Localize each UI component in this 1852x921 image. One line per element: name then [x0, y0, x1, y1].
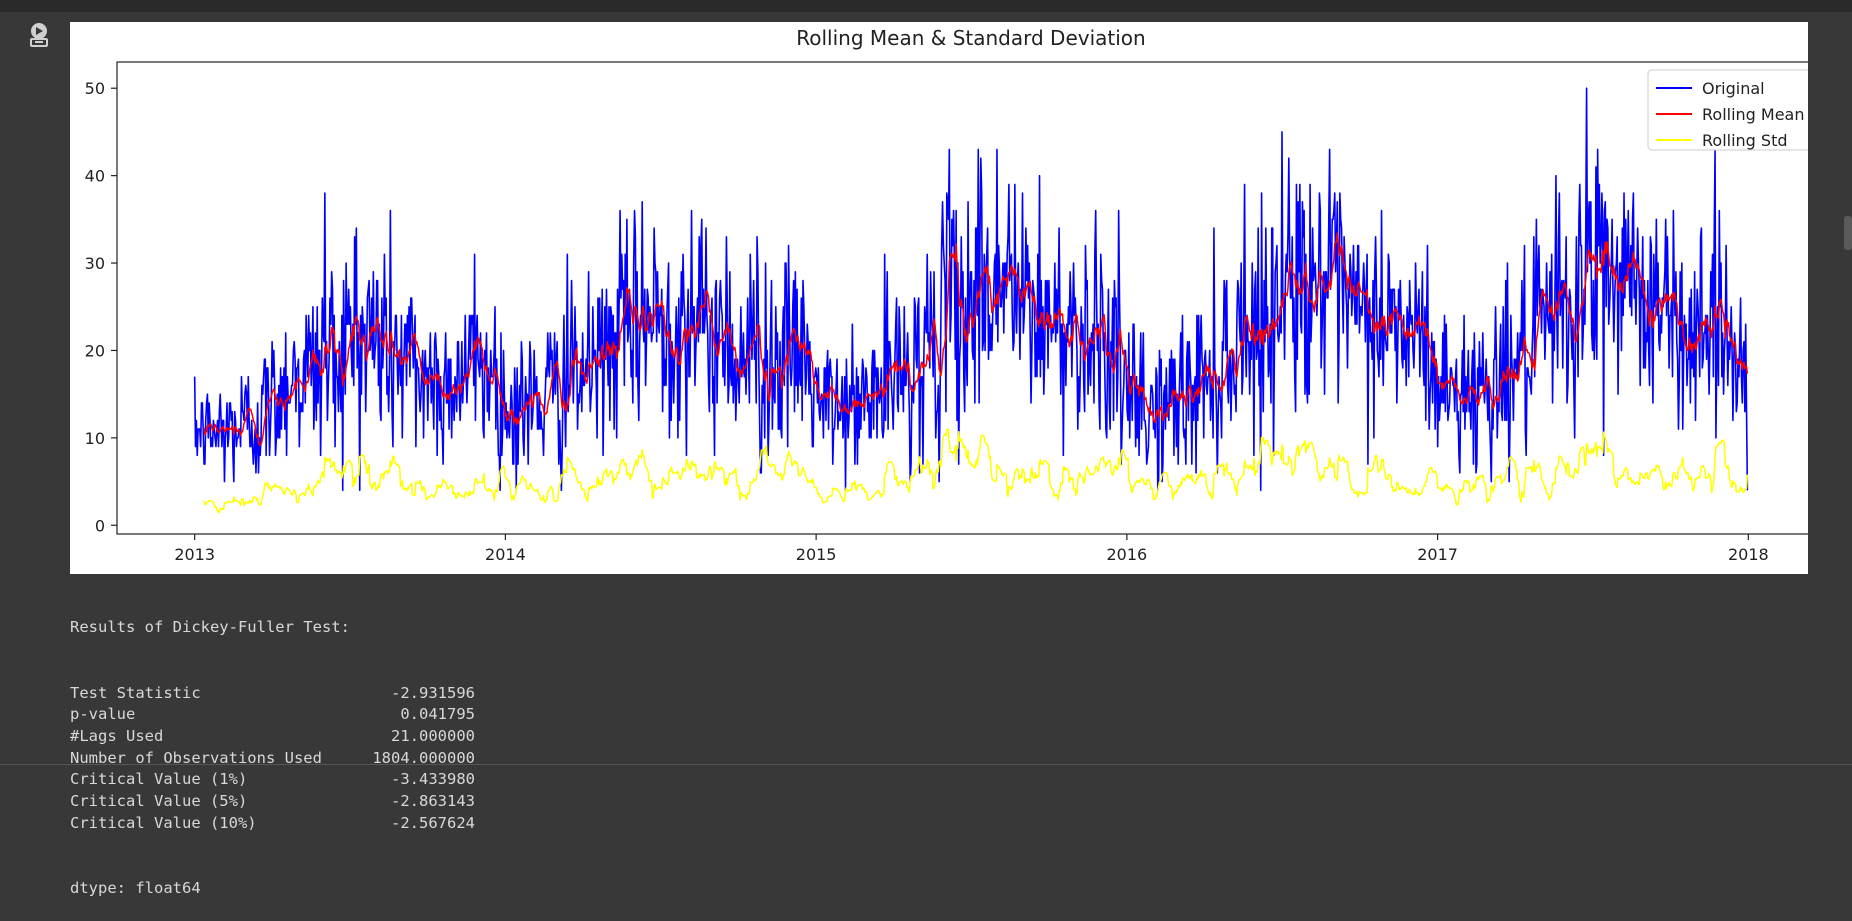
result-label: Number of Observations Used [70, 748, 322, 767]
y-tick-label: 30 [85, 254, 105, 273]
result-row: Critical Value (10%) -2.567624 [70, 813, 475, 835]
dickey-fuller-output: Results of Dickey-Fuller Test: Test Stat… [70, 574, 475, 921]
y-tick-label: 20 [85, 341, 105, 360]
y-tick-label: 40 [85, 167, 105, 186]
legend-label: Rolling Std [1702, 131, 1788, 150]
output-icon[interactable] [26, 22, 52, 48]
result-row: Critical Value (5%) -2.863143 [70, 791, 475, 813]
result-value: 0.041795 [400, 705, 475, 724]
result-value: -2.931596 [391, 683, 475, 702]
x-tick-label: 2015 [796, 545, 837, 564]
result-label: Critical Value (10%) [70, 813, 257, 832]
result-value: 1804.000000 [372, 748, 475, 767]
result-row: #Lags Used 21.000000 [70, 726, 475, 748]
result-row: Number of Observations Used 1804.000000 [70, 748, 475, 770]
result-value: -2.567624 [391, 813, 475, 832]
x-tick-label: 2013 [174, 545, 215, 564]
y-tick-label: 50 [85, 79, 105, 98]
result-row: p-value 0.041795 [70, 704, 475, 726]
cell-gutter [0, 12, 70, 773]
result-label: #Lags Used [70, 726, 164, 745]
x-tick-label: 2014 [485, 545, 526, 564]
result-value: -2.863143 [391, 791, 475, 810]
legend-box [1647, 69, 1808, 151]
plot-frame [116, 61, 1808, 535]
dtype-line: dtype: float64 [70, 878, 201, 897]
scrollbar-thumb[interactable] [1844, 216, 1852, 250]
bottom-divider [0, 764, 1852, 765]
x-tick-label: 2017 [1417, 545, 1458, 564]
result-value: 21.000000 [391, 726, 475, 745]
result-label: p-value [70, 705, 136, 724]
rolling-stats-chart: Rolling Mean & Standard Deviation 0 10 20 3… [85, 26, 1808, 564]
chart-title: Rolling Mean & Standard Deviation [796, 26, 1145, 50]
legend-label: Rolling Mean [1702, 105, 1805, 124]
series-original-line [193, 87, 1749, 492]
legend: Original Rolling Mean Rolling Std [1647, 69, 1808, 151]
result-label: Critical Value (5%) [70, 791, 248, 810]
figure-output: Rolling Mean & Standard Deviation 0 10 20 3… [70, 22, 1808, 574]
top-bar [0, 0, 1852, 12]
results-title: Results of Dickey-Fuller Test: [70, 618, 350, 637]
x-tick-label: 2018 [1728, 545, 1769, 564]
result-label: Test Statistic [70, 683, 201, 702]
result-row: Test Statistic -2.931596 [70, 683, 475, 705]
x-tick-label: 2016 [1107, 545, 1148, 564]
series-rolling-mean-line [203, 232, 1749, 446]
y-tick-label: 0 [95, 516, 105, 535]
y-tick-label: 10 [85, 429, 105, 448]
series-rolling-std-line [203, 428, 1749, 514]
legend-label: Original [1702, 79, 1765, 98]
results-table: Test Statistic -2.931596 p-value 0.041795 #L… [70, 683, 475, 835]
